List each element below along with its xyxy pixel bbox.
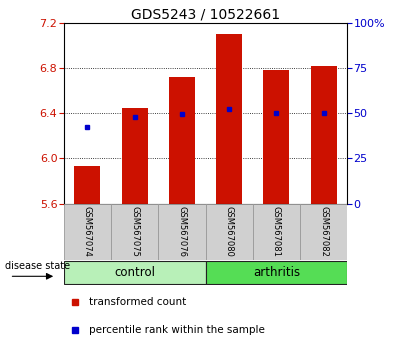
Bar (169, 77, 195, 204)
Bar (300, 204, 347, 260)
Text: transformed count: transformed count (89, 297, 187, 307)
Title: GDS5243 / 10522661: GDS5243 / 10522661 (131, 8, 280, 22)
Bar (253, 204, 300, 260)
Text: arthritis: arthritis (253, 266, 300, 279)
Bar (64, 261, 206, 285)
Text: GSM567076: GSM567076 (178, 206, 186, 257)
Text: GSM567075: GSM567075 (130, 206, 139, 257)
Bar (263, 70, 289, 204)
Bar (311, 66, 337, 204)
Bar (158, 204, 206, 260)
Bar (216, 34, 242, 204)
Bar (74, 166, 100, 204)
Text: percentile rank within the sample: percentile rank within the sample (89, 325, 265, 335)
Bar (206, 261, 347, 285)
Text: disease state: disease state (5, 261, 70, 272)
Bar (206, 204, 253, 260)
Text: GSM567080: GSM567080 (225, 206, 233, 257)
Bar (111, 204, 158, 260)
Bar (64, 204, 111, 260)
Text: control: control (114, 266, 155, 279)
Text: GSM567082: GSM567082 (319, 206, 328, 257)
Text: GSM567074: GSM567074 (83, 206, 92, 257)
Bar (122, 108, 148, 204)
Text: GSM567081: GSM567081 (272, 206, 281, 257)
